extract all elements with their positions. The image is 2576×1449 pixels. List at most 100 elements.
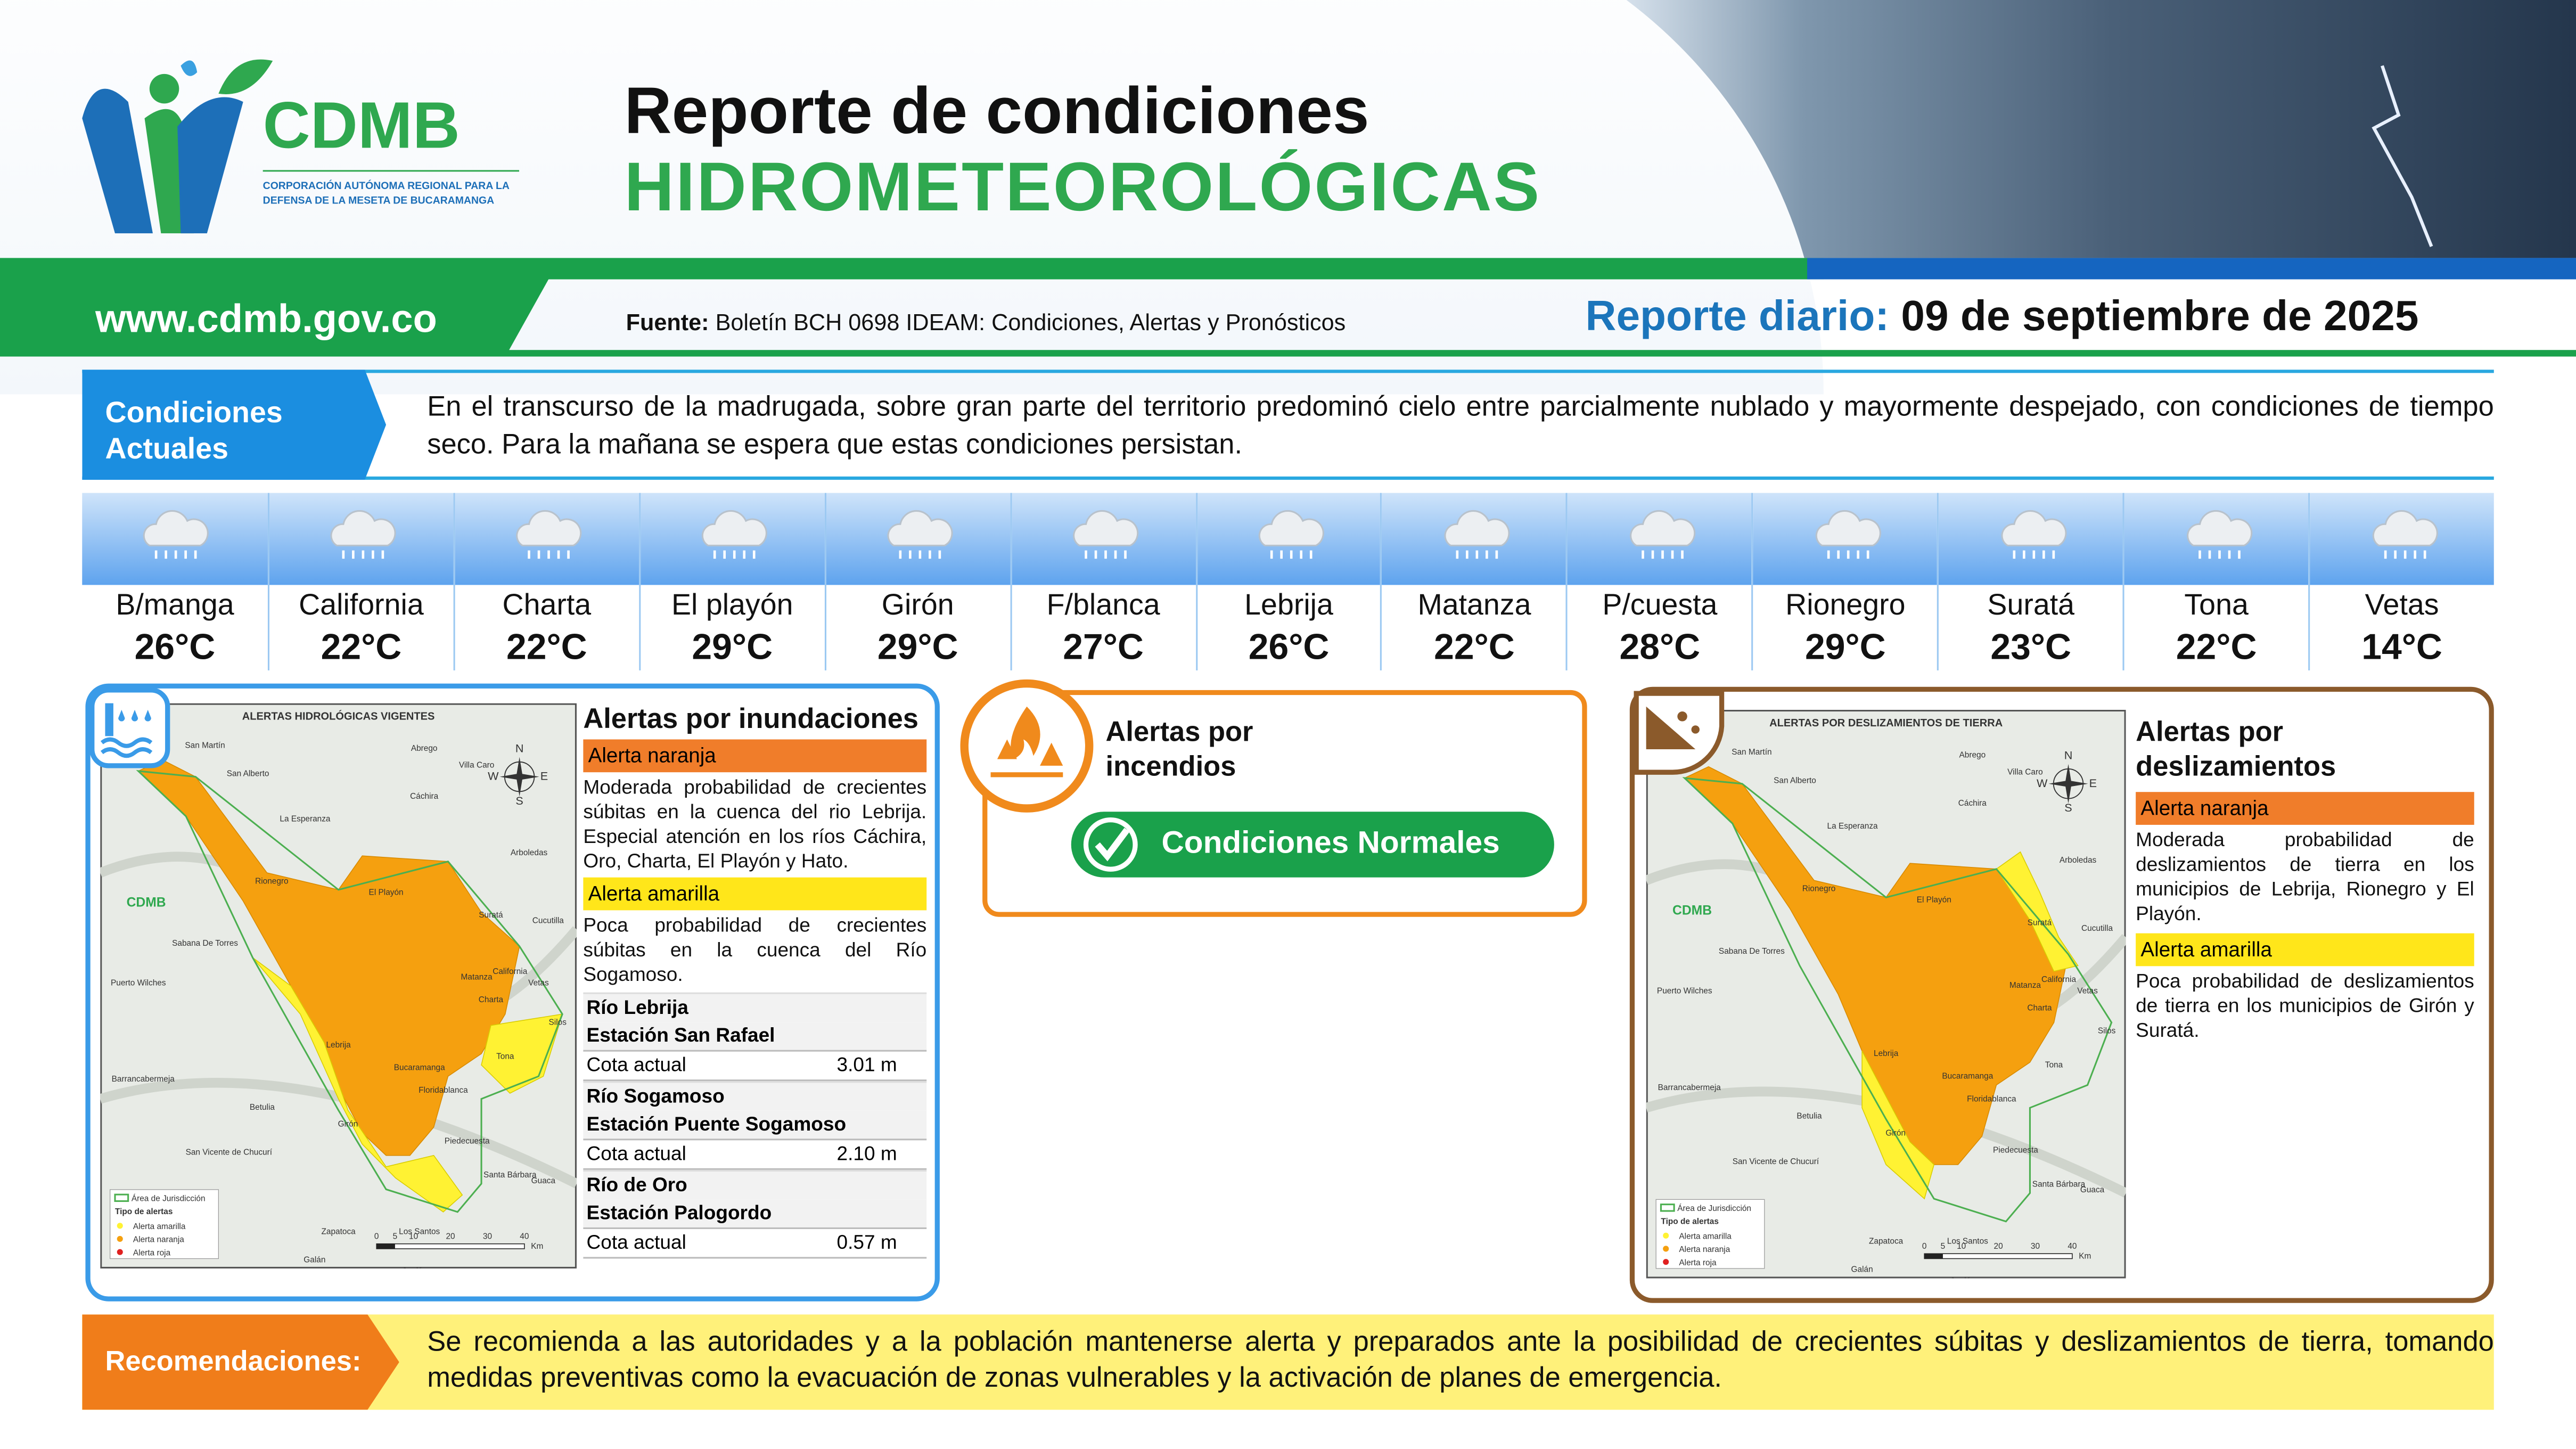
website: www.cdmb.gov.co — [95, 297, 437, 342]
legend-item: Alerta roja — [133, 1248, 171, 1257]
station: Matanza 22°C — [1381, 493, 1566, 670]
cloud — [516, 510, 583, 546]
map-place: La Esperanza — [280, 815, 331, 824]
station-name: El playón — [671, 588, 793, 621]
scale-tick: 20 — [446, 1232, 455, 1241]
map-place: Zapatoca — [1869, 1237, 1904, 1246]
map-place: Villa Caro — [2007, 768, 2043, 777]
gauge-row: Cota actual 0.57 m — [583, 1227, 927, 1259]
report-label: Reporte diario: — [1585, 291, 1890, 340]
compass-letter: W — [488, 769, 499, 783]
map-place: Arboledas — [2060, 856, 2097, 865]
map-place: Guaca — [531, 1176, 556, 1185]
station: Suratá 23°C — [1937, 493, 2123, 670]
gauge-level-label: Cota actual — [586, 1053, 686, 1077]
icon-rock — [1677, 711, 1687, 722]
map-place: Santa Bárbara — [483, 1170, 537, 1180]
map-place: Barrancabermeja — [1658, 1083, 1721, 1092]
station-temp: 28°C — [1619, 626, 1701, 667]
flood-orange-label: Alerta naranja — [583, 739, 927, 773]
compass-letter: W — [2037, 776, 2048, 790]
station-name: Rionegro — [1785, 588, 1906, 621]
landslide-text: Alertas por deslizamientos Alerta naranj… — [2136, 715, 2474, 1043]
map-place: Galán — [303, 1255, 325, 1264]
map-place: Rionegro — [1802, 884, 1836, 893]
station-temp: 22°C — [2176, 626, 2257, 667]
station: Charta 22°C — [453, 493, 639, 670]
cloud-icon — [331, 510, 397, 559]
gauge: Río Sogamoso Estación Puente Sogamoso Cota… — [583, 1081, 927, 1170]
gauge-level: 3.01 m — [836, 1053, 897, 1077]
map-place: Suratá — [479, 911, 503, 920]
station-name: Matanza — [1417, 588, 1531, 621]
cloud-icon — [516, 510, 583, 559]
station-temp: 22°C — [506, 626, 587, 667]
map-place: Cáchira — [1958, 799, 1987, 808]
landslide-map: ALERTAS POR DESLIZAMIENTOS DE TIERRA San … — [1646, 709, 2126, 1279]
map-place: Floridablanca — [1967, 1094, 2016, 1103]
map-place: Guaca — [2080, 1185, 2105, 1194]
station: F/blanca 27°C — [1010, 493, 1195, 670]
legend-item: Alerta roja — [1679, 1258, 1717, 1267]
cloud — [1444, 510, 1510, 546]
cloud — [1258, 510, 1324, 546]
station: B/manga 26°C — [82, 493, 268, 670]
gauge-row: Cota actual 2.10 m — [583, 1139, 927, 1170]
landslide-orange-text: Moderada probabilidad de deslizamientos … — [2136, 828, 2474, 926]
landslide-panel — [1629, 686, 2494, 1303]
flood-text: Alertas por inundaciones Alerta naranja … — [583, 702, 927, 1259]
scale-bar — [1924, 1253, 2073, 1259]
legend-title: Tipo de alertas — [115, 1207, 173, 1216]
title-line2: HIDROMETEOROLÓGICAS — [624, 148, 1541, 225]
cloud — [2186, 510, 2252, 546]
map-place: Abrego — [1959, 751, 1986, 760]
map-place: Betulia — [250, 1103, 275, 1112]
cloud-icon — [1444, 510, 1510, 559]
gauge-level-label: Cota actual — [586, 1231, 686, 1254]
map-place: Lebrija — [1874, 1049, 1899, 1058]
logo-acronym: CDMB — [263, 89, 460, 162]
lightning — [2372, 65, 2433, 247]
flood-orange-text: Moderada probabilidad de crecientes súbi… — [583, 775, 927, 873]
map-place: Puerto Wilches — [1657, 987, 1712, 996]
map-place: Los Santos — [1947, 1237, 1988, 1246]
gauge-river: Río Sogamoso — [583, 1081, 927, 1111]
station: Girón 29°C — [824, 493, 1010, 670]
website-tab — [0, 276, 551, 355]
flood-yellow-text: Poca probabilidad de crecientes súbitas … — [583, 913, 927, 986]
station: California 22°C — [267, 493, 454, 670]
station-name: California — [299, 588, 424, 621]
logo-leaf — [218, 59, 273, 94]
station-name: B/manga — [116, 588, 234, 621]
recommendations-bg — [82, 1314, 2494, 1410]
scale-tick: 10 — [409, 1232, 418, 1241]
fire-status: Condiciones Normales — [1161, 826, 1500, 861]
map-place: Galán — [1851, 1265, 1873, 1274]
compass-letter: S — [2064, 801, 2072, 814]
logo-org-name: DEFENSA DE LA MESETA DE BUCARAMANGA — [263, 195, 494, 207]
legend-item: Alerta amarilla — [133, 1222, 186, 1231]
map-place: Vetas — [2077, 987, 2098, 996]
map-logo: CDMB — [1672, 903, 1712, 918]
logo-head — [149, 73, 179, 104]
cloud-icon — [702, 510, 768, 559]
flood-title: Alertas por inundaciones — [583, 703, 918, 735]
icon-trees — [997, 739, 1063, 766]
map-place: San Vicente de Chucurí — [1733, 1157, 1819, 1166]
cloud-icon — [1258, 510, 1324, 559]
map-place: El Playón — [1917, 896, 1951, 905]
cloud-icon — [2372, 510, 2438, 559]
title-line1: Reporte de condiciones — [624, 75, 1369, 148]
gauge: Río de Oro Estación Palogordo Cota actual 0… — [583, 1169, 927, 1259]
flood-panel — [85, 683, 940, 1301]
station-name: Tona — [2184, 588, 2249, 621]
station-name: Charta — [502, 588, 592, 621]
map-place: Villa Caro — [459, 761, 495, 770]
compass-letter: S — [515, 794, 523, 807]
compass-letter: E — [540, 769, 548, 783]
map-place: California — [493, 967, 528, 976]
station: Tona 22°C — [2122, 493, 2309, 670]
check-icon — [1083, 817, 1138, 872]
scale-tick: 5 — [1941, 1242, 1946, 1251]
